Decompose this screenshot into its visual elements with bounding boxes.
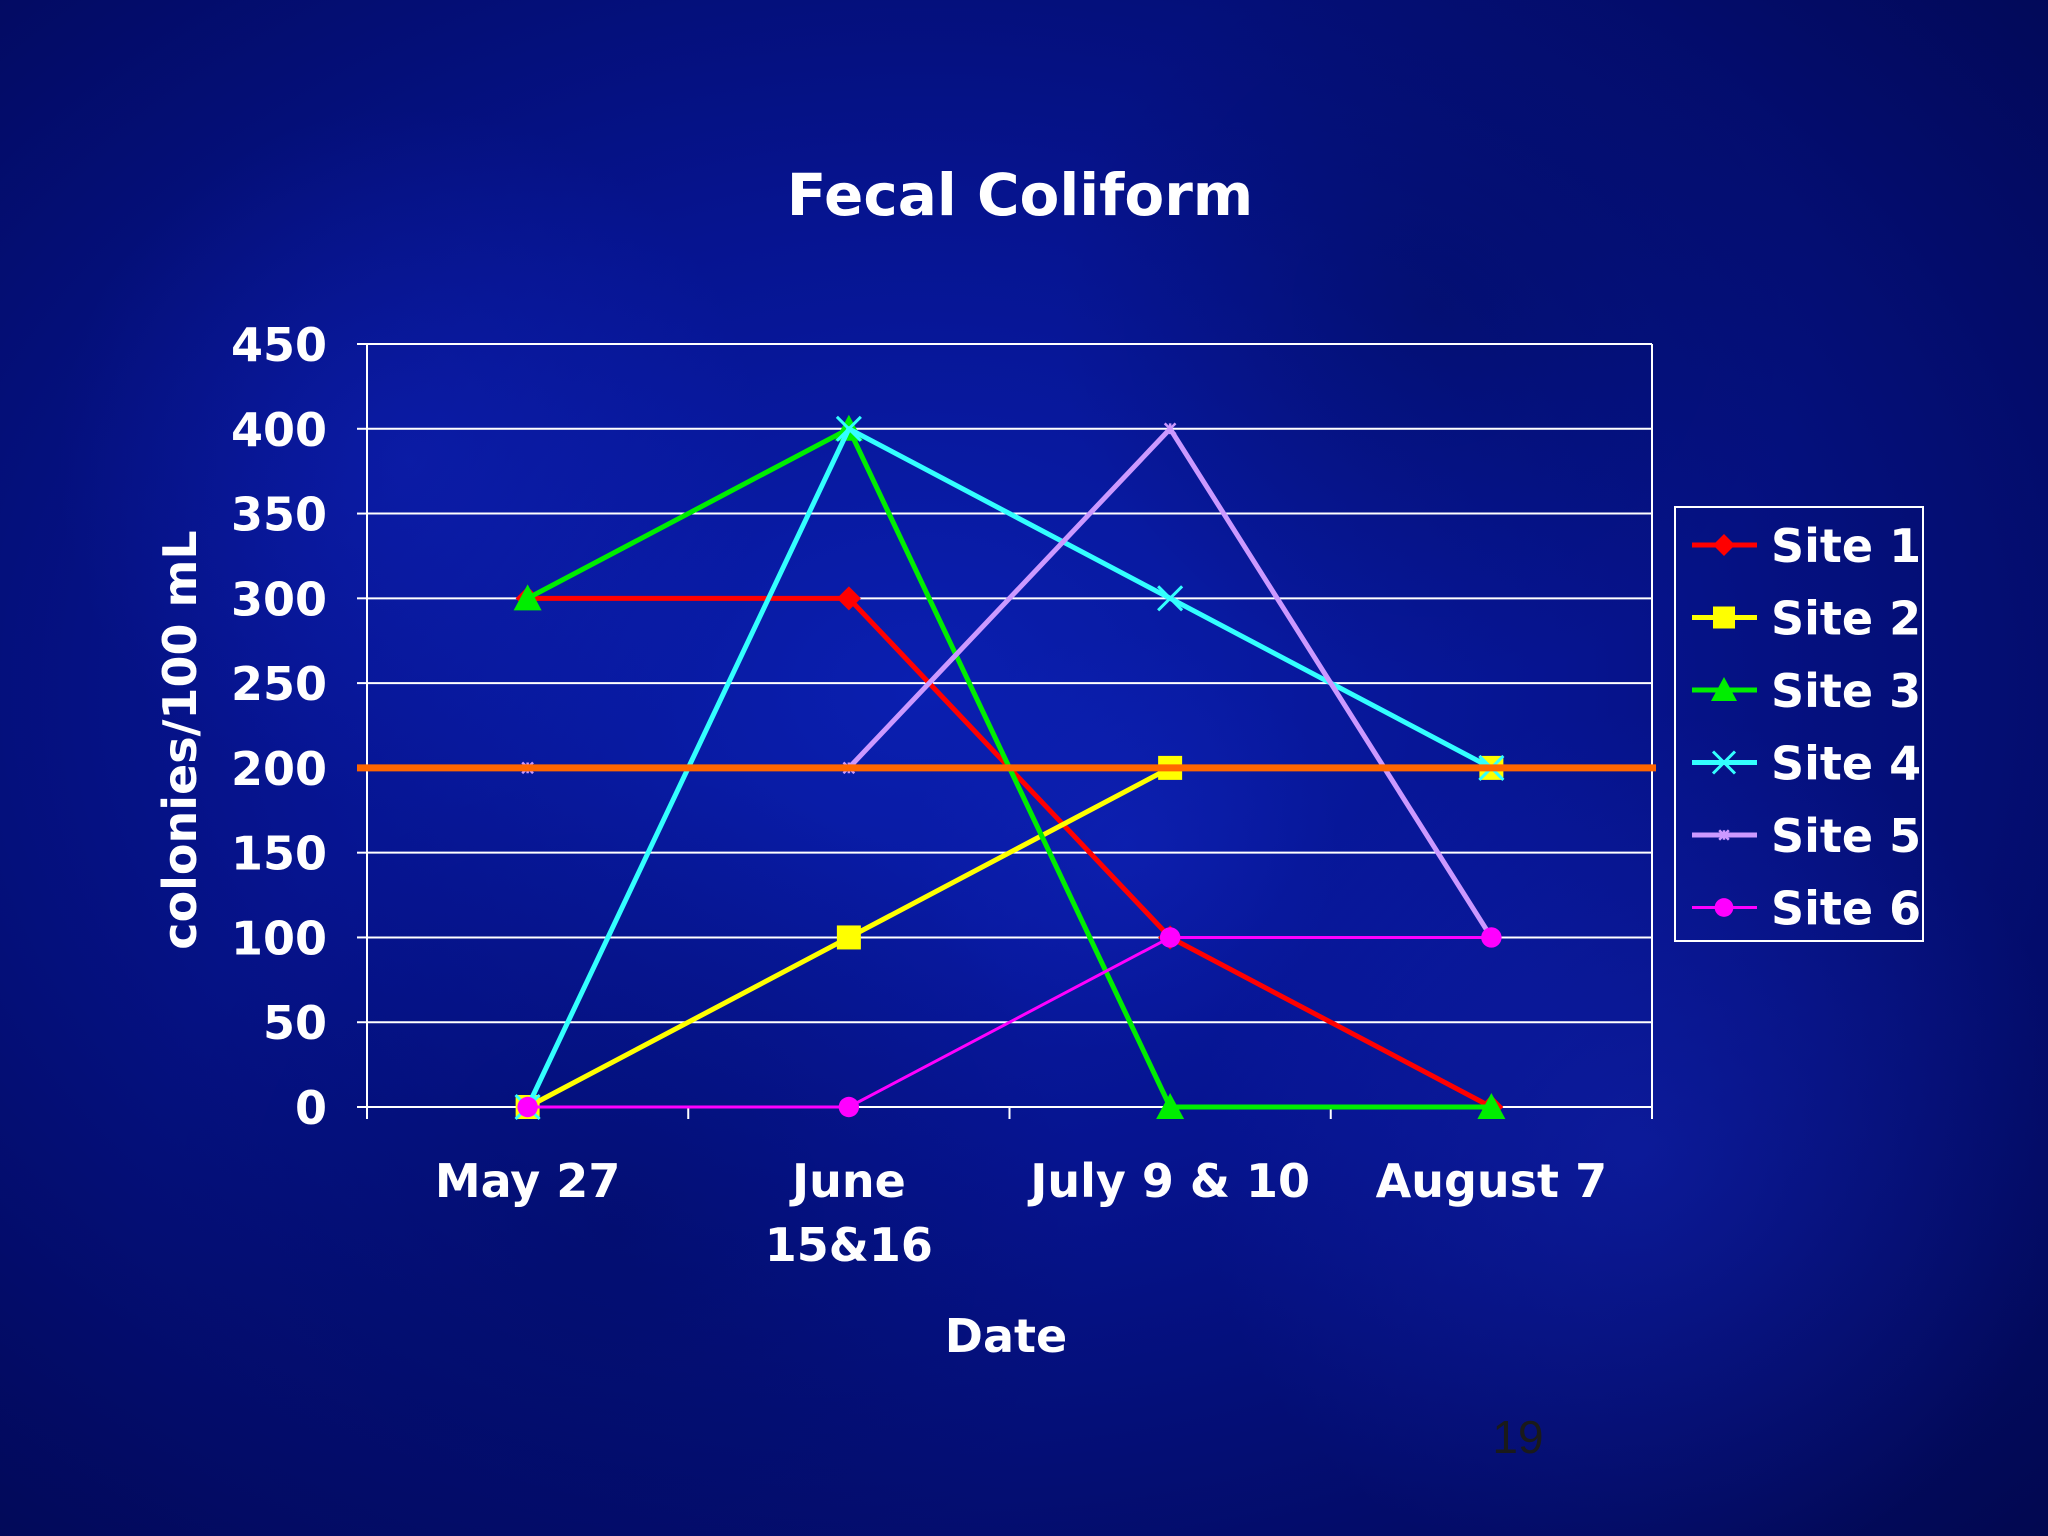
legend-label: Site 1 [1771,519,1921,573]
legend-item: Site 6 [1692,882,1921,936]
legend-label: Site 3 [1771,664,1921,718]
data-point [1159,927,1181,948]
gridlines [367,343,1652,1108]
y-tick-label: 450 [231,318,327,372]
data-point [1163,422,1177,436]
chart-title: Fecal Coliform [787,161,1254,229]
legend-marker [1711,677,1737,701]
legend-item: Site 3 [1692,664,1921,718]
legend-label: Site 5 [1771,809,1921,863]
legend-item: Site 4 [1692,737,1921,791]
legend-item: Site 2 [1692,592,1921,646]
data-point [1156,1093,1185,1119]
legend-marker [1713,534,1735,556]
y-tick-label: 350 [231,488,327,542]
axes [357,343,1653,1119]
x-tick-label: May 27 [435,1154,620,1208]
slide-number: 19 [1492,1411,1544,1463]
data-point [836,586,861,611]
data-point [1157,585,1184,612]
x-tick-label: July 9 & 10 [1027,1154,1310,1208]
legend-marker [1718,829,1730,841]
data-point [517,1096,538,1118]
y-tick-label: 150 [231,827,327,881]
series-line [527,935,1492,1109]
data-point [835,415,862,442]
x-tick-labels: May 27 June 15&16 July 9 & 10 August 7 [435,1154,1607,1272]
data-point [513,584,542,611]
y-tick-label: 400 [231,403,327,457]
data-point [1481,927,1502,948]
legend-label: Site 6 [1771,882,1921,936]
legend-box [1674,506,1924,942]
data-point [1477,1093,1506,1119]
legend-label: Site 4 [1771,737,1921,791]
legend: Site 1 Site 2 Site 3 Site 4 Site 5 Site 6 [1674,506,1924,942]
y-axis-label: colonies/100 mL [153,530,207,949]
y-tick-label: 0 [295,1081,327,1135]
series-6 [517,927,1502,1118]
legend-marker [1711,750,1737,775]
y-tick-label: 200 [231,742,327,796]
y-tick-label: 50 [263,996,327,1050]
y-tick-label: 100 [231,911,327,965]
x-tick-label: August 7 [1376,1154,1607,1208]
legend-marker [1714,898,1734,917]
legend-item: Site 5 [1692,809,1921,863]
data-point [838,1096,860,1118]
y-tick-label: 300 [231,572,327,626]
x-axis-label: Date [945,1309,1067,1363]
x-tick-label: June 15&16 [765,1154,933,1272]
legend-marker [1713,606,1735,629]
y-tick-labels: 0 50 100 150 200 250 300 350 400 450 [231,318,327,1135]
data-point [836,925,861,950]
legend-label: Site 2 [1771,592,1921,646]
y-tick-label: 250 [231,657,327,711]
legend-item: Site 1 [1692,519,1921,573]
